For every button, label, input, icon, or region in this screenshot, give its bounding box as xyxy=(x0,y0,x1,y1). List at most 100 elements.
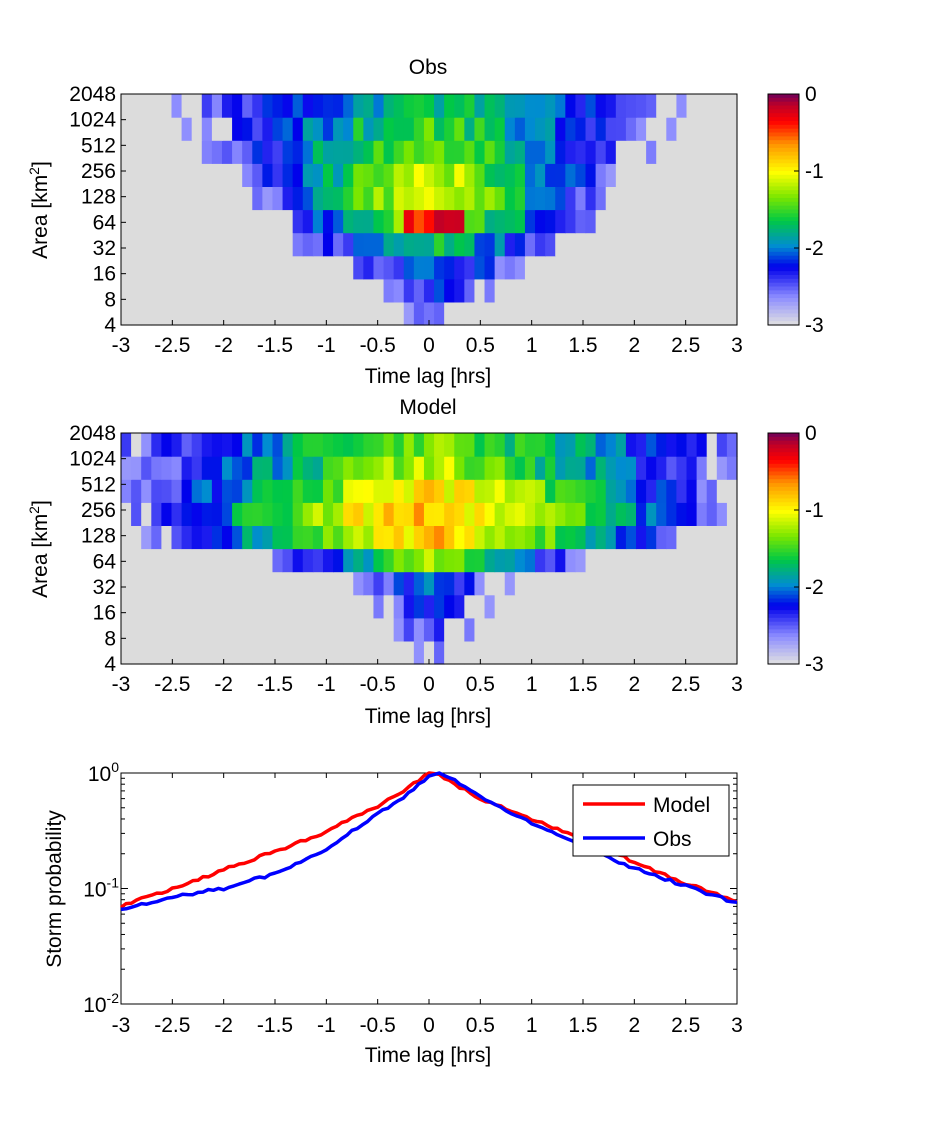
model-cell xyxy=(322,640,334,665)
model-cell xyxy=(444,571,455,596)
obs-x-axis-label: Time lag [hrs] xyxy=(365,365,491,388)
model-cell xyxy=(161,456,173,480)
obs-colorbar-segment xyxy=(768,163,799,168)
model-cell xyxy=(131,640,142,665)
model-cell xyxy=(161,571,173,596)
model-cell xyxy=(201,525,213,550)
model-cell xyxy=(131,525,142,550)
model-cell xyxy=(545,640,556,665)
obs-cell xyxy=(585,117,597,141)
obs-cell xyxy=(302,209,314,234)
model-cell xyxy=(272,479,284,503)
obs-cell xyxy=(706,209,718,234)
model-x-axis: -3 -2.5 -2 -1.5 -1 -0.5 0 0.5 1 1.5 2 2.5 3 xyxy=(112,659,743,696)
obs-cell xyxy=(625,163,637,187)
obs-cell xyxy=(211,232,223,257)
obs-cell xyxy=(726,94,738,118)
obs-cell xyxy=(676,163,688,187)
obs-cell xyxy=(706,117,718,141)
model-cell xyxy=(413,456,425,480)
obs-cell xyxy=(252,278,263,303)
model-colorbar-segment xyxy=(768,652,799,657)
model-cell xyxy=(565,433,577,457)
model-cell xyxy=(272,502,284,526)
model-cell xyxy=(545,479,556,503)
model-y-tick-label: 256 xyxy=(81,499,116,522)
line-x-tick-label: -1 xyxy=(317,1014,336,1037)
obs-cell xyxy=(282,255,294,280)
model-cell xyxy=(615,594,627,619)
obs-cell xyxy=(696,163,708,187)
obs-cell xyxy=(151,301,162,326)
obs-cell xyxy=(696,140,708,164)
model-cell xyxy=(252,571,263,596)
model-cell xyxy=(383,640,395,665)
model-cell xyxy=(302,433,314,457)
obs-cell xyxy=(494,163,506,187)
obs-cell xyxy=(252,209,263,234)
obs-heatmap-panel: Obs -3 -2.5 -2 -1.5 -1 -0.5 0 0.5 1 1.5 2 2.5 3 4 816… xyxy=(26,56,824,388)
obs-cell xyxy=(434,163,445,187)
model-cell xyxy=(636,479,647,503)
model-cell xyxy=(151,571,162,596)
model-x-tick-label: -2 xyxy=(214,673,233,696)
obs-cell xyxy=(504,140,516,164)
model-cell xyxy=(545,571,556,596)
obs-cell xyxy=(221,255,233,280)
obs-cell xyxy=(555,117,566,141)
obs-cell xyxy=(161,186,173,211)
model-colorbar-segment xyxy=(768,583,799,588)
model-cell xyxy=(121,525,132,550)
model-cell xyxy=(151,548,162,573)
model-cell xyxy=(656,617,667,642)
obs-cell xyxy=(232,140,243,164)
obs-cell xyxy=(545,117,556,141)
model-colorbar-segment xyxy=(768,459,799,465)
obs-cell xyxy=(151,117,162,141)
model-cell xyxy=(131,502,142,526)
obs-cell xyxy=(676,117,688,141)
obs-cell xyxy=(474,209,486,234)
line-y-tick-label: 100 xyxy=(88,759,119,786)
obs-cell xyxy=(555,278,566,303)
obs-colorbar-segment xyxy=(768,132,799,137)
obs-cell xyxy=(686,94,698,118)
obs-cell xyxy=(171,163,183,187)
model-y-axis-label: Area [km2] xyxy=(26,500,52,598)
obs-cell xyxy=(524,163,536,187)
obs-cell xyxy=(474,255,486,280)
obs-cell xyxy=(423,278,435,303)
obs-cell xyxy=(646,278,657,303)
line-x-tick-label: 2.5 xyxy=(671,1014,700,1037)
model-cell xyxy=(474,456,486,480)
obs-cell xyxy=(171,209,183,234)
model-cell xyxy=(383,571,395,596)
model-cell xyxy=(434,502,445,526)
model-cell xyxy=(131,456,142,480)
obs-x-axis: -3 -2.5 -2 -1.5 -1 -0.5 0 0.5 1 1.5 2 2.5 3 xyxy=(112,320,743,357)
line-x-tick-label: 1 xyxy=(526,1014,538,1037)
model-cell xyxy=(282,502,294,526)
obs-cell xyxy=(625,94,637,118)
model-cell xyxy=(373,502,385,526)
model-cell xyxy=(625,594,637,619)
model-cell xyxy=(625,640,637,665)
model-cell xyxy=(201,594,213,619)
obs-cell xyxy=(161,232,173,257)
obs-cell xyxy=(666,117,678,141)
model-cell xyxy=(625,617,637,642)
obs-cell xyxy=(383,255,395,280)
obs-cell xyxy=(343,255,354,280)
obs-cell xyxy=(454,140,465,164)
obs-cell xyxy=(423,232,435,257)
obs-cell xyxy=(312,140,324,164)
model-cell xyxy=(494,456,506,480)
obs-cell xyxy=(656,140,667,164)
obs-cell xyxy=(181,163,193,187)
obs-cell xyxy=(322,232,334,257)
obs-cell xyxy=(272,163,284,187)
model-y-tick-label: 2048 xyxy=(69,422,116,445)
model-cell xyxy=(242,594,253,619)
model-cell xyxy=(221,479,233,503)
obs-cell xyxy=(211,255,223,280)
